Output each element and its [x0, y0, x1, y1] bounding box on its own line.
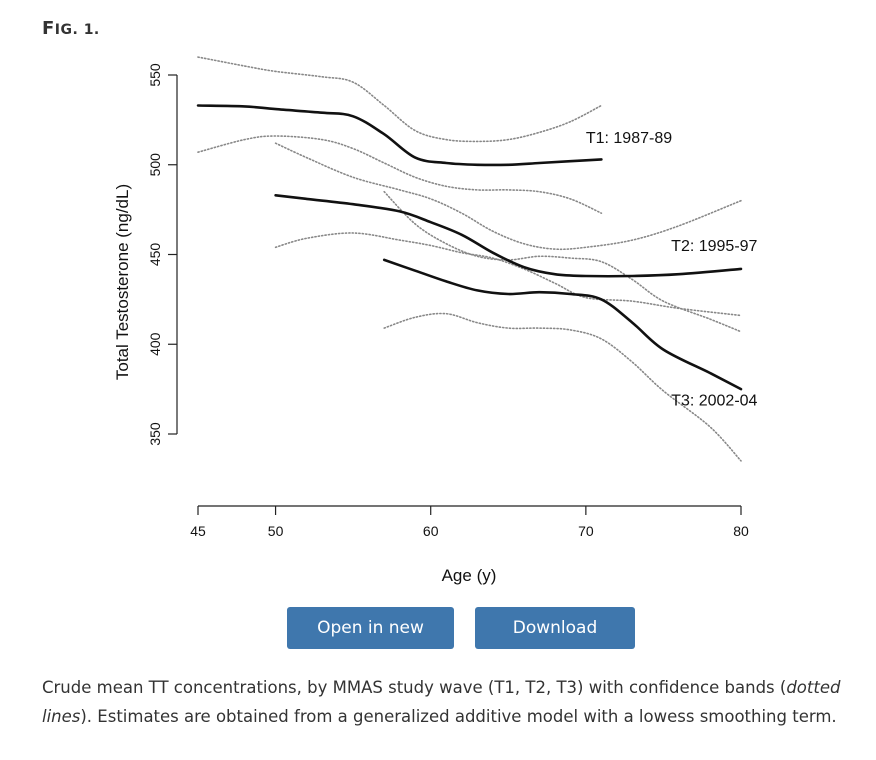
t1-lower-band [197, 135, 603, 214]
series-lines [196, 104, 743, 391]
y-tick-label: 400 [147, 332, 163, 356]
figure-label-rest: IG. 1. [54, 22, 100, 38]
x-tick-label: 70 [578, 523, 594, 539]
t1-upper-band [197, 56, 603, 143]
series-labels: T1: 1987-89 T2: 1995-97 T3: 2002-04 [586, 130, 758, 409]
x-tick-label: 80 [733, 523, 749, 539]
x-tick-label: 50 [268, 523, 284, 539]
figure-label: FIG. 1. [42, 18, 100, 39]
caption-italic-2: lines [42, 707, 81, 726]
figure-label-prefix: F [42, 18, 55, 39]
confidence-bands [197, 56, 742, 462]
caption-text-1: Crude mean TT concentrations, by MMAS st… [42, 678, 787, 697]
t1-line [196, 104, 603, 167]
t3-upper-band [383, 190, 742, 333]
caption-text-3: ). Estimates are obtained from a general… [80, 707, 837, 726]
t2-upper-band [274, 142, 742, 251]
t2-lower-band [274, 232, 742, 317]
t3-lower-band [383, 312, 742, 462]
x-tick-label: 60 [423, 523, 439, 539]
open-in-new-tab-button[interactable]: Open in new tab [287, 607, 454, 680]
t2-line [274, 194, 743, 278]
chart-axes: 45 50 60 70 80 350 400 450 500 550 [147, 63, 749, 539]
y-tick-label: 350 [147, 422, 163, 446]
t3-series-label: T3: 2002-04 [671, 392, 757, 409]
testosterone-by-age-chart: 45 50 60 70 80 350 400 450 500 550 T1: 1987-89 T2:… [113, 56, 758, 585]
y-tick-label: 550 [147, 63, 163, 87]
x-tick-label: 45 [190, 523, 206, 539]
download-slide-button[interactable]: Download slide [475, 607, 635, 680]
caption-italic-1: dotted [786, 678, 841, 697]
t3-line [382, 258, 743, 391]
t2-series-label: T2: 1995-97 [671, 238, 757, 255]
x-axis-label: Age (y) [442, 566, 497, 585]
y-tick-label: 450 [147, 243, 163, 267]
y-tick-label: 500 [147, 153, 163, 177]
t1-series-label: T1: 1987-89 [586, 130, 672, 147]
y-axis-label: Total Testosterone (ng/dL) [113, 184, 132, 380]
figure-caption: Crude mean TT concentrations, by MMAS st… [42, 673, 842, 731]
